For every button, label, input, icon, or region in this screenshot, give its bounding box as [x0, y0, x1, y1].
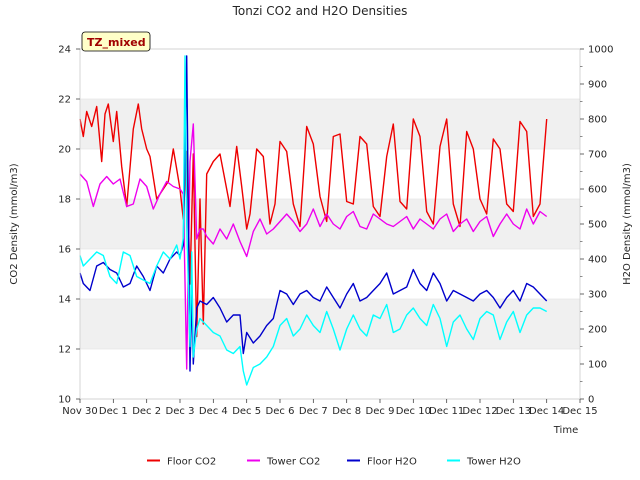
series-line-floor-h2o [79, 55, 548, 372]
x-tick-label: Dec 11 [429, 406, 464, 417]
legend-label: Floor H2O [367, 457, 417, 468]
x-tick-label: Dec 12 [462, 406, 497, 417]
y-axis-right: 0 100 200 300 400 500 600 700 800 900 1000 [580, 45, 613, 406]
y-axis-left-title: CO2 Density (mmol/m3) [9, 163, 20, 284]
chart-title: Tonzi CO2 and H2O Densities [232, 4, 408, 18]
y-tick-right-label: 100 [588, 360, 607, 371]
grid-band [80, 99, 580, 149]
legend-label: Floor CO2 [167, 457, 216, 468]
y-tick-left-label: 24 [58, 45, 71, 56]
legend-label: Tower H2O [466, 457, 521, 468]
x-tick-label: Dec 4 [199, 406, 228, 417]
x-tick-label: Dec 10 [396, 406, 431, 417]
site-badge: TZ_mixed [81, 31, 151, 52]
x-axis-title: Time [553, 425, 578, 436]
y-tick-left-label: 14 [58, 295, 71, 306]
series-layer [79, 55, 548, 386]
y-tick-right-label: 400 [588, 255, 607, 266]
x-tick-label: Dec 15 [562, 406, 597, 417]
series-line-tower-co2 [79, 123, 548, 370]
y-tick-left-label: 22 [58, 95, 71, 106]
y-axis-left: 10 12 14 16 18 20 22 24 [58, 45, 80, 406]
site-badge-box [81, 31, 151, 52]
x-tick-label: Dec 5 [232, 406, 261, 417]
y-tick-right-label: 300 [588, 290, 607, 301]
x-tick-label: Dec 13 [496, 406, 531, 417]
y-tick-right-label: 0 [588, 395, 594, 406]
x-tick-label: Dec 3 [166, 406, 195, 417]
site-badge-label: TZ_mixed [87, 36, 146, 49]
y-tick-right-label: 900 [588, 80, 607, 91]
y-tick-right-label: 600 [588, 185, 607, 196]
y-tick-left-label: 20 [58, 145, 71, 156]
x-tick-label: Dec 2 [132, 406, 161, 417]
y-axis-right-title: H2O Density (mmol/m3) [622, 163, 633, 285]
grid-band [80, 299, 580, 349]
y-tick-right-label: 1000 [588, 45, 613, 56]
grid-bands [80, 48, 580, 400]
x-tick-label: Dec 14 [529, 406, 564, 417]
series-line-tower-h2o [79, 55, 548, 386]
y-tick-right-label: 500 [588, 220, 607, 231]
x-tick-label: Nov 30 [62, 406, 97, 417]
grid-band [80, 199, 580, 249]
x-tick-label: Dec 8 [332, 406, 361, 417]
y-tick-left-label: 10 [58, 395, 71, 406]
y-tick-right-label: 700 [588, 150, 607, 161]
x-tick-label: Dec 1 [99, 406, 128, 417]
legend: Floor CO2 Tower CO2 Floor H2O Tower H2O [147, 457, 521, 468]
x-tick-label: Dec 7 [299, 406, 328, 417]
x-tick-label: Dec 6 [266, 406, 295, 417]
y-tick-right-label: 800 [588, 115, 607, 126]
x-tick-label: Dec 9 [366, 406, 395, 417]
y-tick-left-label: 18 [58, 195, 71, 206]
legend-label: Tower CO2 [266, 457, 320, 468]
y-tick-left-label: 12 [58, 345, 71, 356]
y-tick-right-label: 200 [588, 325, 607, 336]
series-line-floor-co2 [79, 103, 548, 338]
x-axis: Nov 30 Dec 1 Dec 2 Dec 3 Dec 4 Dec 5 Dec 6 Dec … [62, 399, 598, 417]
y-tick-left-label: 16 [58, 245, 71, 256]
